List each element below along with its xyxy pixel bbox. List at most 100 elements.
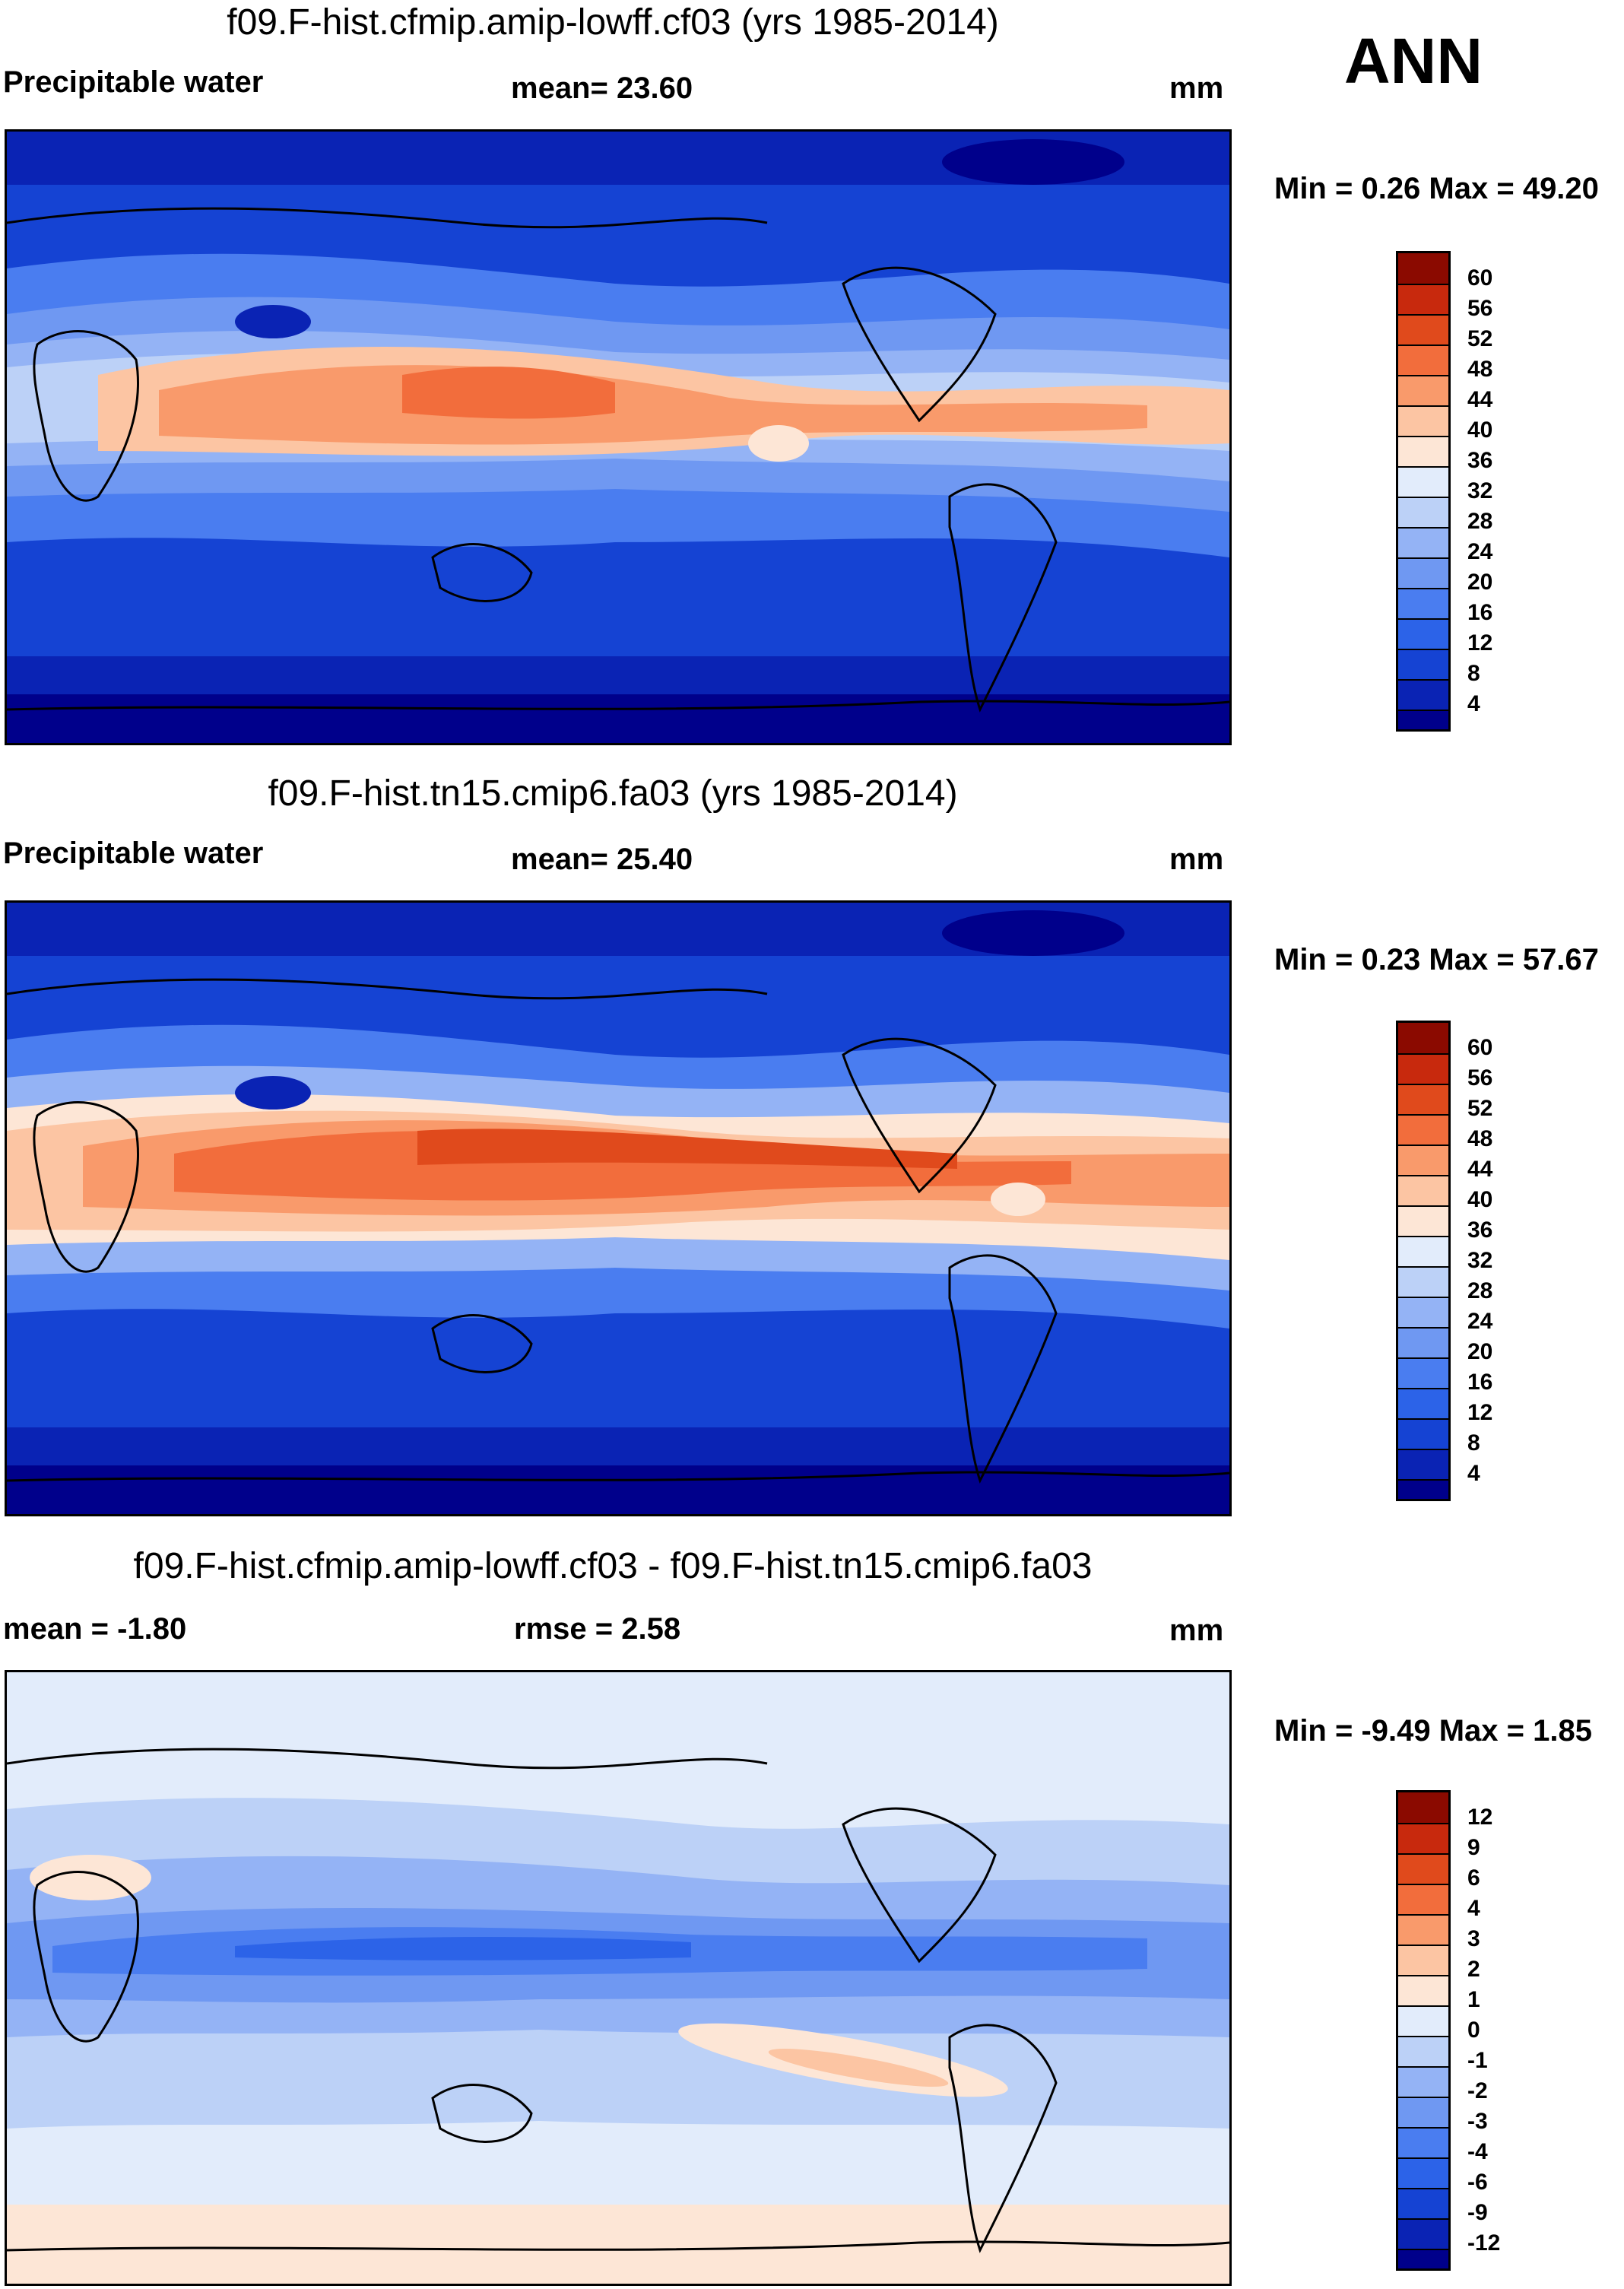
colorbar-tick: 48 (1467, 1126, 1493, 1151)
colorbar-swatch (1398, 1084, 1448, 1114)
colorbar-swatch (1398, 1914, 1448, 1945)
panel-3-map (5, 1670, 1232, 2286)
panel-3-minmax: Min = -9.49 Max = 1.85 (1274, 1714, 1592, 1748)
colorbar-swatch (1398, 497, 1448, 527)
colorbar-tick: 1 (1467, 1987, 1480, 2012)
colorbar-tick: 4 (1467, 1896, 1480, 1921)
colorbar-tick: 16 (1467, 1370, 1493, 1395)
panel-2-title: f09.F-hist.tn15.cmip6.fa03 (yrs 1985-201… (268, 773, 958, 814)
colorbar-swatch (1398, 588, 1448, 618)
colorbar-tick: 52 (1467, 326, 1493, 351)
colorbar-swatch (1398, 1975, 1448, 2005)
colorbar-swatch (1398, 710, 1448, 729)
colorbar-tick: 32 (1467, 1248, 1493, 1273)
panel-1-mean: mean= 23.60 (511, 71, 693, 105)
panel-1-units: mm (1169, 71, 1224, 105)
panel-1-variable: Precipitable water (3, 65, 264, 99)
panel-3-field (7, 1672, 1229, 2284)
colorbar-tick: 32 (1467, 478, 1493, 503)
colorbar-swatch (1398, 1114, 1448, 1144)
colorbar-tick: 44 (1467, 1157, 1493, 1182)
colorbar-swatch (1398, 2127, 1448, 2157)
colorbar-swatch (1398, 344, 1448, 375)
colorbar-swatch (1398, 618, 1448, 649)
colorbar-tick: 24 (1467, 1309, 1493, 1334)
colorbar-tick: 56 (1467, 296, 1493, 321)
panel-3-colorbar (1396, 1790, 1451, 2271)
colorbar-swatch (1398, 375, 1448, 405)
colorbar-tick: 20 (1467, 570, 1493, 595)
colorbar-swatch (1398, 1236, 1448, 1266)
colorbar-swatch (1398, 1388, 1448, 1418)
colorbar-tick: -1 (1467, 2048, 1488, 2073)
panel-2-coastlines (7, 978, 1229, 1484)
colorbar-tick: 12 (1467, 1805, 1493, 1830)
colorbar-swatch (1398, 1023, 1448, 1053)
colorbar-tick: -4 (1467, 2139, 1488, 2164)
colorbar-tick: 24 (1467, 539, 1493, 564)
panel-1-field (7, 132, 1229, 743)
panel-2-map (5, 900, 1232, 1516)
colorbar-swatch (1398, 1053, 1448, 1084)
colorbar-tick: -3 (1467, 2109, 1488, 2134)
colorbar-swatch (1398, 1327, 1448, 1357)
colorbar-swatch (1398, 1792, 1448, 1823)
panel-2-variable: Precipitable water (3, 837, 264, 870)
colorbar-swatch (1398, 2218, 1448, 2249)
colorbar-swatch (1398, 436, 1448, 466)
colorbar-tick: 40 (1467, 1187, 1493, 1212)
colorbar-swatch (1398, 253, 1448, 284)
colorbar-swatch (1398, 1297, 1448, 1327)
colorbar-swatch (1398, 527, 1448, 557)
colorbar-swatch (1398, 2036, 1448, 2066)
colorbar-swatch (1398, 1266, 1448, 1297)
colorbar-tick: 48 (1467, 357, 1493, 382)
colorbar-tick: -12 (1467, 2230, 1501, 2256)
colorbar-swatch (1398, 2249, 1448, 2268)
colorbar-swatch (1398, 1945, 1448, 1975)
colorbar-swatch (1398, 2066, 1448, 2097)
colorbar-swatch (1398, 405, 1448, 436)
colorbar-swatch (1398, 1175, 1448, 1205)
colorbar-tick: 40 (1467, 417, 1493, 443)
colorbar-tick: 16 (1467, 600, 1493, 625)
panel-1-coastlines (7, 207, 1229, 713)
colorbar-swatch (1398, 1144, 1448, 1175)
panel-2-colorbar (1396, 1021, 1451, 1501)
colorbar-swatch (1398, 1205, 1448, 1236)
panel-1-colorbar (1396, 251, 1451, 732)
panel-2-mean: mean= 25.40 (511, 843, 693, 876)
colorbar-tick: 44 (1467, 387, 1493, 412)
colorbar-swatch (1398, 1823, 1448, 1853)
colorbar-tick: 4 (1467, 691, 1480, 716)
colorbar-swatch (1398, 2005, 1448, 2036)
colorbar-tick: 4 (1467, 1461, 1480, 1486)
colorbar-swatch (1398, 557, 1448, 588)
panel-3-units: mm (1169, 1614, 1224, 1647)
panel-2-field (7, 903, 1229, 1514)
colorbar-tick: -9 (1467, 2200, 1488, 2225)
colorbar-swatch (1398, 466, 1448, 497)
panel-3-rmse: rmse = 2.58 (514, 1612, 681, 1646)
colorbar-tick: 52 (1467, 1096, 1493, 1121)
colorbar-swatch (1398, 1853, 1448, 1884)
colorbar-swatch (1398, 1418, 1448, 1449)
colorbar-swatch (1398, 679, 1448, 710)
colorbar-swatch (1398, 1357, 1448, 1388)
panel-2-minmax: Min = 0.23 Max = 57.67 (1274, 943, 1599, 976)
colorbar-swatch (1398, 649, 1448, 679)
colorbar-tick: 60 (1467, 1035, 1493, 1060)
colorbar-tick: 8 (1467, 661, 1480, 686)
colorbar-swatch (1398, 2157, 1448, 2188)
colorbar-tick: 36 (1467, 448, 1493, 473)
panel-1-minmax: Min = 0.26 Max = 49.20 (1274, 172, 1599, 205)
colorbar-tick: 60 (1467, 265, 1493, 290)
colorbar-tick: 6 (1467, 1865, 1480, 1891)
colorbar-tick: 36 (1467, 1218, 1493, 1243)
colorbar-tick: 0 (1467, 2018, 1480, 2043)
colorbar-tick: 56 (1467, 1065, 1493, 1091)
colorbar-swatch (1398, 1449, 1448, 1479)
colorbar-tick: 8 (1467, 1430, 1480, 1456)
colorbar-tick: 12 (1467, 1400, 1493, 1425)
colorbar-tick: 28 (1467, 509, 1493, 534)
